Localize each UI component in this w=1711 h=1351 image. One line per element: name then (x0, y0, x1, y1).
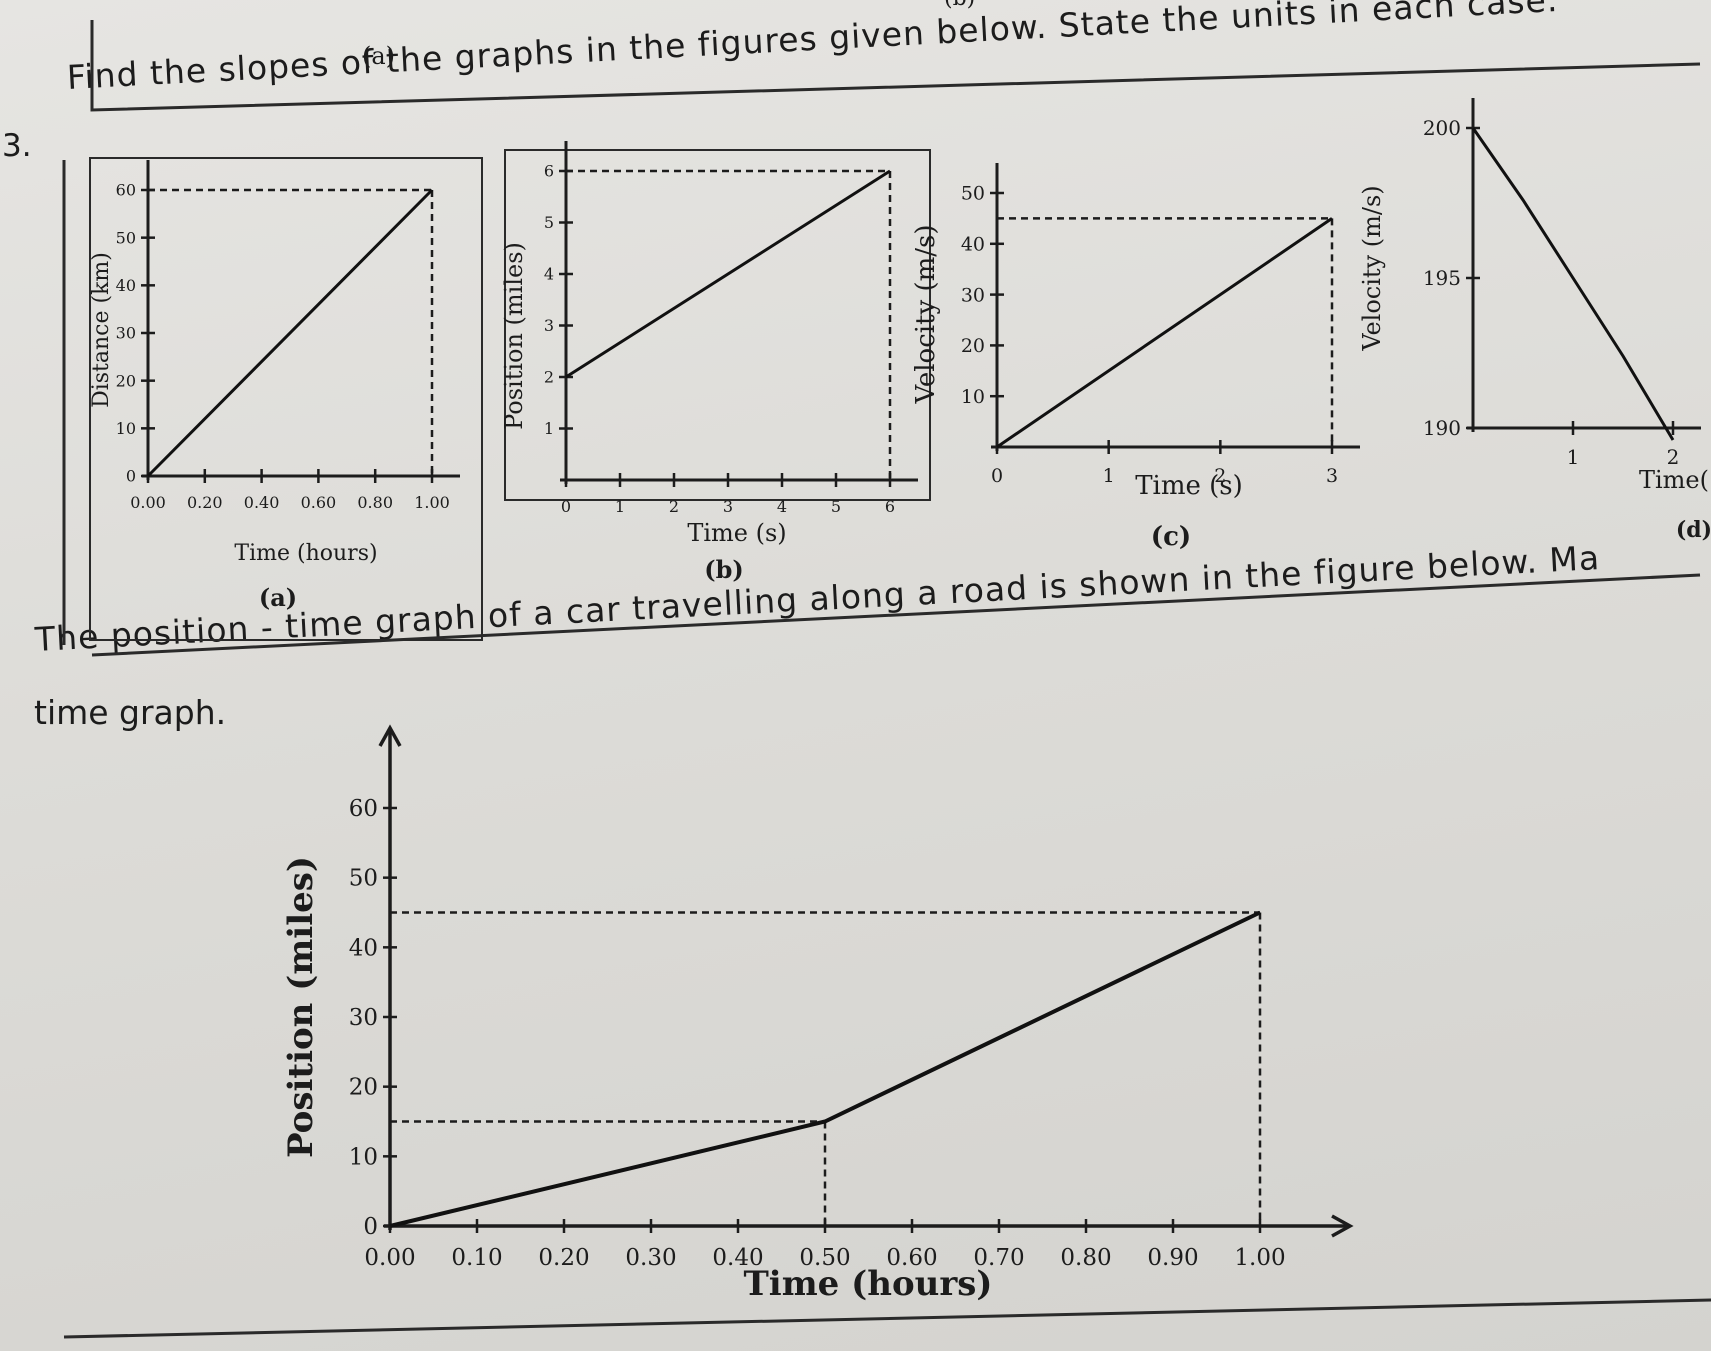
chart5-series-line (389, 910, 1261, 1228)
chart1-y-tick-label: 60 (116, 181, 136, 200)
chart3-x-tick-label: 3 (1326, 465, 1338, 487)
previous-figure-label-a: (a) (362, 42, 396, 70)
chart5-y-tick-label: 50 (349, 866, 378, 892)
chart2-y-tick-label: 4 (544, 265, 554, 284)
chart4-x-tick-label: 2 (1667, 445, 1680, 469)
chart5-x-axis-label: Time (hours) (743, 1264, 992, 1304)
chart3-panel-label: (c) (1151, 522, 1191, 552)
chart2-x-tick-label: 0 (561, 497, 571, 516)
chart3-x-tick-label: 2 (1214, 465, 1226, 487)
figure-box-bottom-border (91, 573, 1701, 657)
chart2-y-tick-label: 6 (544, 162, 554, 181)
chart5-x-tick-label: 0.30 (625, 1245, 676, 1271)
previous-figure-box-border (90, 20, 1701, 112)
chart5-y-axis-arrow (378, 724, 402, 747)
chart5-x-tick-label: 0.00 (364, 1245, 415, 1271)
chart5-x-tick-label: 0.70 (973, 1245, 1024, 1271)
chart2-x-tick-label: 2 (669, 497, 679, 516)
chart1-x-tick-label: 0.00 (130, 493, 166, 512)
chart5-y-tick-label: 60 (349, 796, 378, 822)
chart5-y-tick-label: 20 (349, 1075, 378, 1101)
chart1-x-tick-label: 0.80 (357, 493, 393, 512)
page-bottom-rule (63, 1298, 1711, 1339)
chart4-y-tick-label: 200 (1423, 116, 1461, 140)
chart1-y-tick-label: 30 (116, 324, 136, 343)
chart5-y-axis-label: Position (miles) (281, 856, 321, 1158)
chart1-y-tick-label: 10 (116, 419, 136, 438)
chart4-panel-label: (d) (1676, 517, 1711, 543)
chart2-panel-label: (b) (704, 555, 744, 584)
chart2-x-tick-label: 5 (831, 497, 841, 516)
chart4-x-tick-label: 1 (1567, 445, 1580, 469)
chart1-y-tick-label: 20 (116, 371, 136, 390)
chart1-panel-label: (a) (259, 583, 297, 612)
chart1-x-tick-label: 0.20 (187, 493, 223, 512)
chart5-x-tick-label: 0.60 (886, 1245, 937, 1271)
chart4-y-tick-label: 195 (1423, 266, 1461, 290)
chart2-x-tick-label: 3 (723, 497, 733, 516)
chart2-y-tick-label: 3 (544, 316, 554, 335)
chart5-y-tick-label: 30 (349, 1005, 378, 1031)
chart3-y-tick-label: 40 (961, 233, 985, 255)
chart3-x-axis-label: Time (s) (1135, 471, 1243, 501)
chart2-series-line (565, 169, 891, 379)
chart3-y-tick-label: 50 (961, 183, 985, 205)
chart5-y-tick-label: 10 (349, 1144, 378, 1170)
chart2-x-tick-label: 1 (615, 497, 625, 516)
chart5-x-tick-label: 0.20 (538, 1245, 589, 1271)
chart1-y-axis-label: Distance (km) (89, 252, 114, 408)
question-number: 3. (2, 128, 32, 164)
chart1-y-tick-label: 0 (126, 467, 136, 486)
chart5-x-tick-label: 0.90 (1147, 1245, 1198, 1271)
chart3-y-axis-label: Velocity (m/s) (911, 224, 941, 404)
chart5-x-tick-label: 0.40 (712, 1245, 763, 1271)
chart5-x-tick-label: 0.80 (1060, 1245, 1111, 1271)
chart5-x-axis-arrow (1331, 1214, 1354, 1238)
chart1-x-axis-label: Time (hours) (234, 541, 377, 566)
chart2-x-tick-label: 6 (885, 497, 895, 516)
chart1-frame (89, 157, 483, 641)
chart4-y-axis-label: Velocity (m/s) (1358, 185, 1386, 351)
previous-figure-label-b: (b) (944, 0, 975, 11)
chart1-x-tick-label: 1.00 (414, 493, 450, 512)
chart5-x-tick-label: 1.00 (1234, 1245, 1285, 1271)
chart2-y-tick-label: 2 (544, 368, 554, 387)
chart3-x-tick-label: 1 (1103, 465, 1115, 487)
chart5-y-tick-label: 0 (363, 1214, 378, 1240)
chart3-y-tick-label: 20 (961, 335, 985, 357)
chart3-y-tick-label: 30 (961, 284, 985, 306)
chart2-x-axis-label: Time (s) (687, 519, 786, 547)
chart5-y-tick-label: 40 (349, 935, 378, 961)
chart1-x-tick-label: 0.60 (301, 493, 337, 512)
chart3-y-tick-label: 10 (961, 386, 985, 408)
chart4-y-tick-label: 190 (1423, 416, 1461, 440)
chart1-x-tick-label: 0.40 (244, 493, 280, 512)
chart5-x-tick-label: 0.50 (799, 1245, 850, 1271)
chart5-x-tick-label: 0.10 (451, 1245, 502, 1271)
chart2-y-axis-label: Position (miles) (500, 242, 528, 430)
chart2-frame (504, 149, 931, 501)
chart4-series-line (1471, 127, 1675, 441)
next-question-text-line2: time graph. (34, 693, 227, 732)
chart4-x-axis-label: Time( (1639, 466, 1709, 494)
chart1-y-tick-label: 40 (116, 276, 136, 295)
chart1-y-tick-label: 50 (116, 228, 136, 247)
chart3-x-tick-label: 0 (991, 465, 1003, 487)
chart2-y-tick-label: 5 (544, 213, 554, 232)
chart2-x-tick-label: 4 (777, 497, 787, 516)
chart1-series-line (146, 188, 434, 478)
chart2-y-tick-label: 1 (544, 419, 554, 438)
chart3-series-line (996, 217, 1333, 449)
